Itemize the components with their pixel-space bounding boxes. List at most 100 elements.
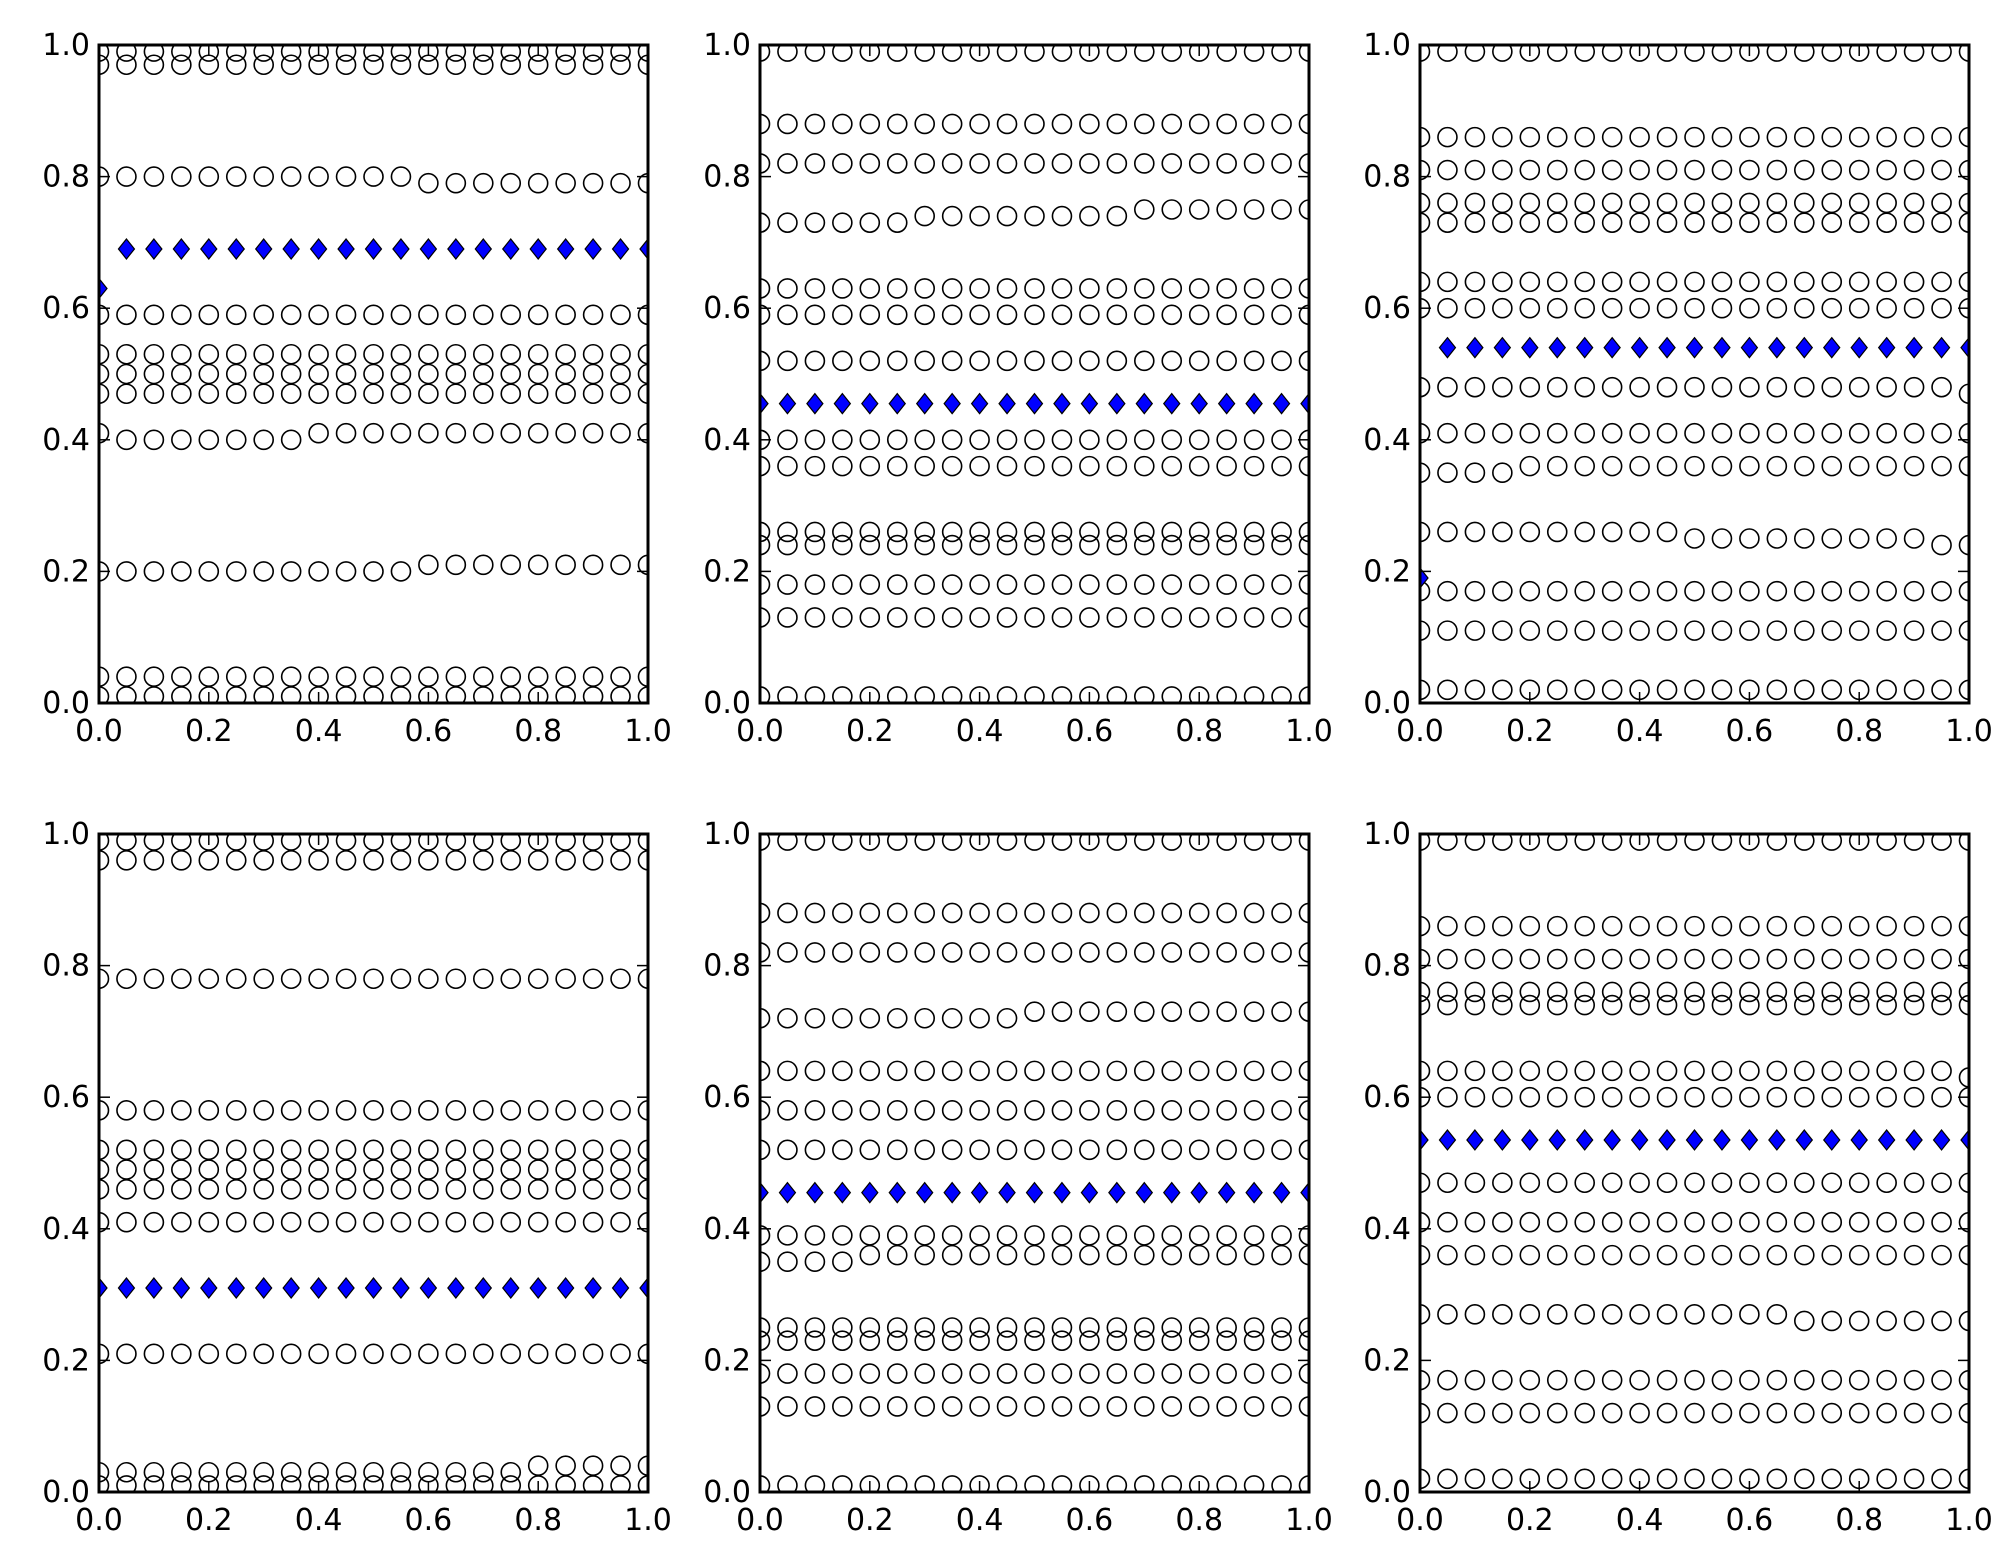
circle-point — [1931, 948, 1952, 970]
circle-point — [914, 942, 936, 963]
circle-point — [1766, 1172, 1788, 1194]
circle-point — [1903, 422, 1925, 444]
circle-point — [610, 54, 631, 76]
circle-point — [418, 172, 439, 194]
circle-point — [1464, 948, 1486, 970]
circle-point — [1629, 620, 1650, 641]
circle-point — [472, 1179, 494, 1200]
circle-point — [1958, 271, 1969, 293]
diamond-point — [1740, 1129, 1759, 1151]
circle-point — [1711, 679, 1733, 701]
circle-point — [859, 153, 881, 174]
circle-point — [1243, 153, 1265, 174]
circle-point — [473, 1475, 494, 1492]
circle-point — [1188, 455, 1210, 477]
circle-point — [1821, 159, 1843, 181]
circle-point — [760, 1007, 771, 1029]
circle-point — [1106, 205, 1128, 227]
circle-point — [859, 1396, 881, 1417]
circle-point — [1546, 1468, 1568, 1490]
circle-point — [1601, 1086, 1623, 1108]
circle-point — [914, 521, 936, 543]
circle-point — [914, 607, 936, 628]
circle-point — [1931, 915, 1952, 937]
circle-point — [308, 363, 329, 385]
circle-point — [832, 429, 853, 451]
circle-point — [1216, 1100, 1237, 1121]
circle-point — [1766, 528, 1788, 549]
circle-point — [143, 666, 165, 687]
circle-point — [1216, 1475, 1237, 1492]
circle-point — [1079, 1363, 1100, 1384]
circle-point — [1271, 1244, 1292, 1266]
circle-point — [555, 383, 576, 405]
circle-point — [1766, 834, 1788, 851]
circle-point — [777, 45, 798, 62]
circle-point — [1629, 580, 1650, 602]
circle-point — [116, 1139, 137, 1161]
circle-point — [1437, 1369, 1458, 1391]
circle-point — [472, 1461, 494, 1483]
circle-point — [859, 278, 881, 299]
circle-point — [969, 350, 990, 372]
circle-point — [1711, 528, 1733, 549]
circle-point — [914, 1317, 936, 1338]
circle-point — [473, 686, 494, 703]
x-tick-label: 0.2 — [846, 714, 894, 749]
circle-point — [1601, 981, 1623, 1003]
circle-point — [637, 422, 648, 444]
circle-point — [171, 666, 192, 687]
circle-point — [225, 45, 247, 62]
circle-point — [171, 1100, 192, 1121]
circle-point — [1216, 113, 1237, 135]
y-tick-label: 0.8 — [703, 160, 751, 195]
y-tick-label: 0.0 — [42, 1475, 90, 1510]
circle-point — [1574, 1369, 1595, 1391]
circle-point — [996, 1100, 1018, 1121]
circle-point — [1106, 278, 1128, 299]
circle-point — [969, 607, 990, 628]
circle-point — [1821, 1211, 1843, 1233]
circle-point — [308, 1343, 329, 1365]
circle-point — [804, 429, 826, 451]
circle-point — [1298, 278, 1309, 299]
circle-point — [1216, 350, 1237, 372]
circle-point — [1134, 902, 1155, 924]
circle-point — [1574, 297, 1595, 319]
diamond-point — [227, 1277, 246, 1299]
circle-point — [1546, 1304, 1568, 1325]
circle-point — [171, 304, 192, 326]
circle-point — [1958, 1468, 1969, 1490]
circle-point — [171, 1159, 192, 1180]
circle-point — [859, 607, 881, 628]
circle-point — [1298, 1475, 1309, 1492]
circle-point — [1794, 834, 1815, 851]
circle-point — [1024, 45, 1045, 62]
circle-point — [335, 666, 357, 687]
circle-point — [1051, 45, 1073, 62]
circle-point — [1464, 422, 1486, 444]
circle-point — [390, 1211, 412, 1233]
circle-point — [610, 383, 631, 405]
circle-point — [1024, 1244, 1045, 1266]
circle-point — [1464, 994, 1486, 1016]
circle-point — [1656, 580, 1678, 602]
circle-point — [1629, 834, 1650, 851]
circle-point — [253, 54, 275, 76]
circle-point — [1876, 679, 1897, 701]
circle-point — [996, 1060, 1018, 1082]
circle-point — [1684, 528, 1705, 549]
circle-point — [760, 1475, 771, 1492]
circle-point — [1574, 948, 1595, 970]
circle-point — [1848, 580, 1870, 602]
circle-point — [1420, 1060, 1431, 1082]
diamond-point — [419, 1277, 438, 1299]
diamond-point — [1713, 336, 1731, 359]
circle-point — [1656, 1086, 1678, 1108]
circle-point — [1134, 1139, 1155, 1161]
circle-point — [1161, 1225, 1183, 1246]
circle-point — [1546, 679, 1568, 701]
circle-point — [1601, 455, 1623, 477]
circle-point — [418, 363, 439, 385]
